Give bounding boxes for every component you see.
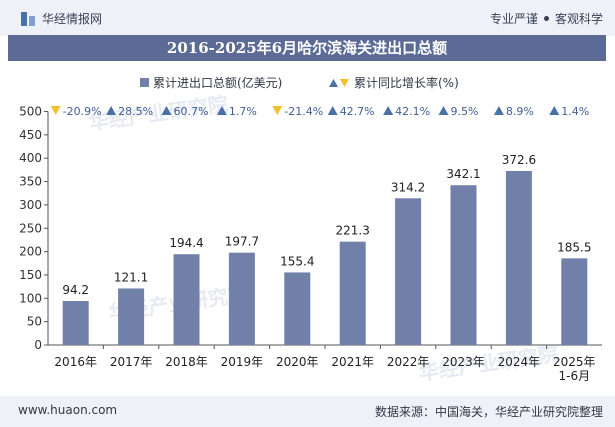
separator-dot-icon (543, 16, 549, 21)
growth-up-triangle-icon (493, 106, 504, 115)
growth-rate-label: 1.4% (561, 105, 589, 118)
y-tick-label: 400 (19, 151, 42, 165)
x-tick-label: 2022年 (387, 355, 430, 369)
bar (284, 272, 311, 345)
growth-up-triangle-icon (383, 106, 394, 115)
x-tick-label-line: 2023年 (442, 355, 485, 369)
bar-value-label: 94.2 (62, 283, 89, 297)
bar (395, 198, 422, 345)
x-tick-label: 2017年 (110, 355, 153, 369)
growth-up-triangle-icon (438, 106, 449, 115)
x-tick-label: 2025年 1-6月 (553, 355, 596, 383)
bar-value-label: 314.2 (391, 180, 425, 194)
y-tick-label: 0 (34, 338, 42, 352)
x-tick-label: 2021年 (331, 355, 374, 369)
growth-up-triangle-icon (161, 106, 172, 115)
brand-name: 华经情报网 (42, 12, 103, 26)
y-tick-label: 500 (19, 105, 42, 119)
y-tick-label: 300 (19, 198, 42, 212)
x-tick-label: 2019年 (221, 355, 264, 369)
growth-rate-label: 42.7% (340, 105, 375, 118)
top-bar: 华经情报网 专业严谨 客观科学 (0, 0, 615, 36)
x-tick-label: 2020年 (276, 355, 319, 369)
bar-value-label: 185.5 (557, 240, 591, 254)
tagline: 专业严谨 客观科学 (490, 10, 603, 27)
legend-down-triangle-icon (340, 79, 349, 87)
legend-up-triangle-icon (329, 79, 338, 87)
tagline-2: 客观科学 (554, 12, 603, 26)
growth-rate-label: -21.4% (284, 105, 323, 118)
x-tick-label: 2016年 (54, 355, 97, 369)
x-tick-label-line: 2024年 (498, 355, 541, 369)
x-tick-label-line: 2025年 (553, 355, 596, 369)
footer-website[interactable]: www.huaon.com (18, 403, 118, 417)
growth-down-triangle-icon (272, 106, 283, 115)
y-tick-label: 150 (19, 268, 42, 282)
bar (561, 258, 588, 345)
growth-rate-label: 8.9% (506, 105, 534, 118)
brand-logo-icon (21, 11, 35, 26)
y-tick-label: 50 (27, 315, 42, 329)
bar (450, 185, 477, 345)
tagline-1: 专业严谨 (489, 12, 538, 26)
chart-title: 2016-2025年6月哈尔滨海关进出口总额 (8, 35, 606, 61)
growth-rate-label: -20.9% (63, 105, 102, 118)
growth-up-triangle-icon (327, 106, 338, 115)
x-tick-label-line: 2022年 (387, 355, 430, 369)
x-tick-label-line: 2017年 (110, 355, 153, 369)
growth-up-triangle-icon (216, 106, 227, 115)
bar-value-label: 372.6 (502, 153, 536, 167)
chart: 华经产业研究院华经产业研究院华经产业研究院累计进出口总额(亿美元)累计同比增长率… (19, 75, 602, 385)
x-tick-label: 2024年 (498, 355, 541, 369)
bar (173, 254, 200, 345)
bar-value-label: 121.1 (114, 270, 148, 284)
y-tick-label: 250 (19, 221, 42, 235)
growth-rate-label: 42.1% (395, 105, 430, 118)
bar (62, 301, 89, 345)
x-tick-label-line: 2021年 (331, 355, 374, 369)
bar-value-label: 155.4 (280, 254, 314, 268)
legend-bar-swatch-icon (140, 78, 149, 87)
x-tick-label-line: 2018年 (165, 355, 208, 369)
growth-up-triangle-icon (106, 106, 117, 115)
legend-growth-label: 累计同比增长率(%) (354, 75, 459, 90)
y-tick-label: 100 (19, 291, 42, 305)
x-tick-label-line: 2016年 (54, 355, 97, 369)
x-tick-label-line: 1-6月 (558, 369, 590, 383)
y-tick-label: 450 (19, 128, 42, 142)
footer-source: 数据来源：中国海关，华经产业研究院整理 (374, 405, 603, 419)
x-tick-label-line: 2020年 (276, 355, 319, 369)
bar-value-label: 221.3 (336, 224, 370, 238)
growth-rate-label: 28.5% (118, 105, 153, 118)
legend-bar-label: 累计进出口总额(亿美元) (153, 75, 282, 90)
bar (505, 170, 532, 345)
growth-up-triangle-icon (549, 106, 560, 115)
bar-value-label: 194.4 (169, 236, 203, 250)
growth-rate-label: 1.7% (229, 105, 257, 118)
growth-rate-label: 60.7% (174, 105, 209, 118)
bar (228, 252, 255, 345)
bar-value-label: 197.7 (225, 235, 259, 249)
y-tick-label: 350 (19, 175, 42, 189)
bar-value-label: 342.1 (446, 167, 480, 181)
x-tick-label: 2023年 (442, 355, 485, 369)
x-tick-label-line: 2019年 (221, 355, 264, 369)
y-tick-label: 200 (19, 245, 42, 259)
bar (118, 288, 145, 345)
x-tick-label: 2018年 (165, 355, 208, 369)
brand[interactable]: 华经情报网 (20, 10, 102, 27)
bar (339, 241, 366, 345)
footer: www.huaon.com 数据来源：中国海关，华经产业研究院整理 (0, 396, 615, 427)
growth-down-triangle-icon (50, 106, 61, 115)
growth-rate-label: 9.5% (451, 105, 479, 118)
